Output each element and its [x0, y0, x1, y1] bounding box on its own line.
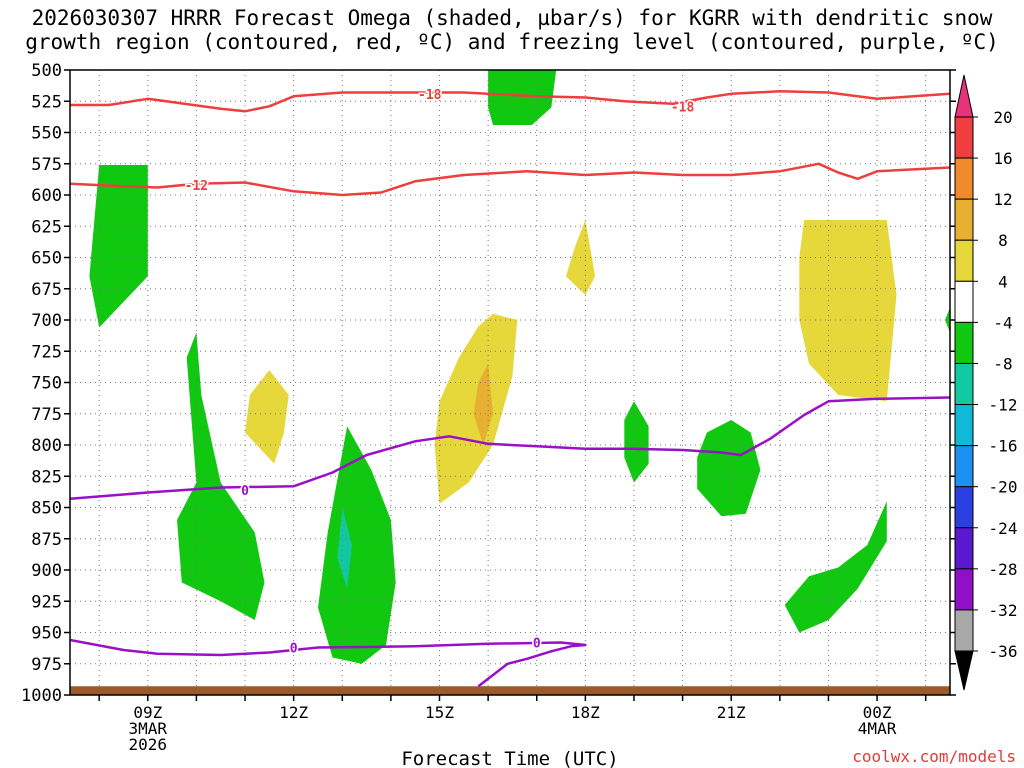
y-tick-label: 875 — [31, 530, 62, 550]
colorbar-label: 12 — [993, 190, 1012, 209]
colorbar-label: -28 — [989, 560, 1018, 579]
colorbar-bin — [954, 568, 974, 611]
contour-label: 0 — [533, 637, 541, 652]
omega-region-1 — [488, 70, 557, 125]
colorbar: 20 16 12 8 4 -4 -8 -12 -16 -20 -24 -28 -32 -36 — [954, 74, 1018, 691]
y-tick-label: 675 — [31, 280, 62, 300]
y-axis: 500 525 550 575 600 625 650 675 700 725 750 775 800 8… — [21, 61, 956, 706]
colorbar-label: -8 — [993, 354, 1012, 373]
x-tick-label: 09Z — [133, 703, 162, 722]
contour-line-2 — [70, 396, 950, 501]
contour-line-1 — [70, 162, 950, 197]
omega-region-13 — [945, 307, 950, 333]
y-tick-label: 775 — [31, 405, 62, 425]
y-tick-label: 925 — [31, 592, 62, 612]
colorbar-label: -24 — [989, 519, 1018, 538]
x-axis-label: Forecast Time (UTC) — [401, 748, 618, 768]
omega-shading — [70, 70, 950, 695]
x-tick-label: 21Z — [717, 703, 746, 722]
y-tick-label: 900 — [31, 561, 62, 581]
x-tick-label: 12Z — [279, 703, 308, 722]
omega-region-6 — [697, 420, 761, 517]
colorbar-label: -12 — [989, 396, 1018, 415]
omega-region-7 — [784, 501, 887, 633]
chart-title: 2026030307 HRRR Forecast Omega (shaded, … — [0, 6, 1024, 54]
contour-label: -12 — [185, 179, 208, 194]
y-tick-label: 750 — [31, 374, 62, 394]
credit-text: coolwx.com/models — [852, 747, 1016, 766]
colorbar-bin — [954, 362, 974, 406]
contour-label: -18 — [671, 100, 695, 115]
colorbar-label: 20 — [993, 108, 1012, 127]
colorbar-bin — [954, 321, 974, 364]
y-tick-label: 950 — [31, 624, 62, 644]
title-line-1: 2026030307 HRRR Forecast Omega (shaded, … — [31, 6, 993, 30]
colorbar-label: -36 — [989, 642, 1018, 661]
contour-line-0 — [70, 90, 950, 113]
y-tick-label: 825 — [31, 467, 62, 487]
y-tick-label: 975 — [31, 655, 62, 675]
y-tick-label: 600 — [31, 186, 62, 206]
y-tick-label: 650 — [31, 249, 62, 269]
colorbar-bin — [954, 157, 974, 200]
colorbar-label: 8 — [998, 231, 1008, 250]
omega-region-12 — [799, 220, 897, 402]
contour-line-3 — [70, 638, 587, 688]
colorbar-bin — [954, 280, 974, 323]
x-tick-label: 2026 — [129, 735, 168, 754]
contour-lines — [70, 90, 950, 688]
colorbar-bin — [954, 445, 974, 488]
contour-label: 0 — [241, 484, 249, 499]
colorbar-bin — [954, 527, 974, 570]
colorbar-bin — [954, 116, 974, 159]
colorbar-bin — [954, 609, 974, 652]
colorbar-bin — [954, 404, 974, 447]
x-tick-label: 18Z — [571, 703, 600, 722]
colorbar-label: -32 — [989, 601, 1018, 620]
omega-region-11 — [473, 363, 493, 445]
y-tick-label: 725 — [31, 342, 62, 362]
colorbar-bin — [954, 239, 974, 282]
colorbar-bin — [954, 198, 974, 241]
x-tick-label: 15Z — [425, 703, 454, 722]
omega-region-4 — [337, 507, 352, 589]
y-tick-label: 575 — [31, 155, 62, 175]
y-tick-label: 550 — [31, 124, 62, 144]
title-line-2: growth region (contoured, red, ºC) and f… — [25, 30, 999, 54]
contour-labels: -18 -18 -12 0 0 0 — [183, 86, 696, 658]
y-tick-label: 525 — [31, 92, 62, 112]
x-tick-label: 3MAR — [129, 719, 168, 738]
colorbar-label: 4 — [998, 272, 1008, 291]
colorbar-label: -4 — [993, 313, 1012, 332]
colorbar-label: -16 — [989, 437, 1018, 456]
omega-region-3 — [318, 426, 396, 664]
y-tick-label: 500 — [31, 61, 62, 81]
y-tick-label: 1000 — [21, 686, 62, 706]
colorbar-arrow-up — [954, 74, 974, 118]
x-tick-label: 00Z — [863, 703, 892, 722]
y-tick-label: 850 — [31, 499, 62, 519]
colorbar-label: 16 — [993, 149, 1012, 168]
omega-region-2 — [177, 332, 265, 620]
omega-region-5 — [624, 401, 649, 483]
omega-region-8 — [245, 370, 289, 464]
y-tick-label: 625 — [31, 217, 62, 237]
colorbar-label: -20 — [989, 478, 1018, 497]
colorbar-arrow-down — [954, 650, 974, 691]
omega-region-0 — [89, 165, 148, 328]
terrain-strip — [70, 686, 950, 695]
y-tick-label: 800 — [31, 436, 62, 456]
contour-label: 0 — [290, 642, 298, 657]
x-tick-label: 4MAR — [858, 719, 897, 738]
contour-label: -18 — [418, 88, 442, 103]
colorbar-bin — [954, 486, 974, 529]
y-tick-label: 700 — [31, 311, 62, 331]
